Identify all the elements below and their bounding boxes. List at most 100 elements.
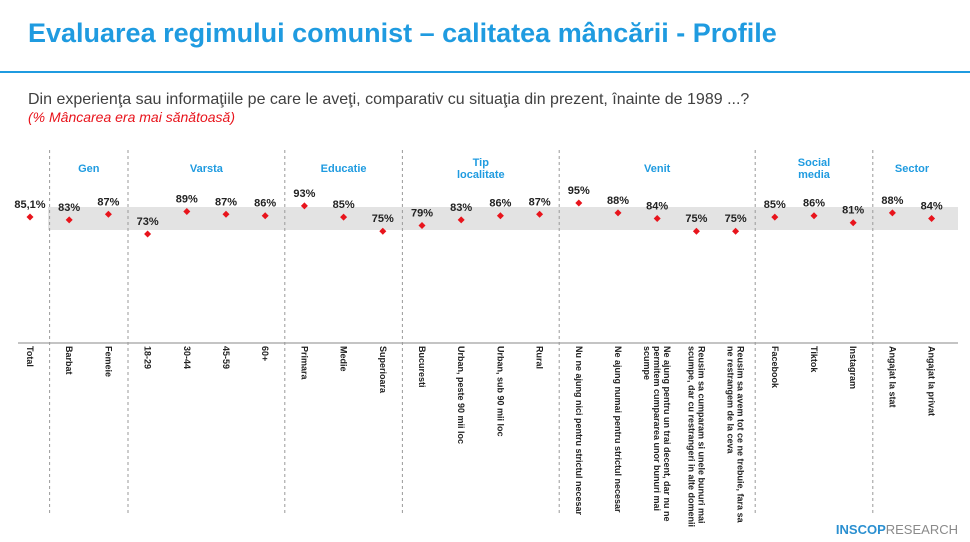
category-label-line: 45-59 [221,346,231,369]
note: (% Mâncarea era mai sănătoasă) [28,109,235,125]
group-label: Gen [78,163,100,175]
value-label: 86% [254,198,276,210]
category-label: Barbat [64,346,74,375]
value-label: 88% [607,195,629,207]
category-label: Urban, peste 90 mii loc [456,346,466,444]
category-label: Rural [535,346,545,369]
category-label-line: Facebook [770,346,780,389]
category-label-line: Instagram [848,346,858,389]
group-label-line: Venit [644,163,671,175]
category-label-line: Reusim sa avem tot ce ne trebuie, fara s… [736,346,746,524]
group-label-line: Gen [78,163,100,175]
value-label: 89% [176,193,198,205]
group-label-line: Educatie [321,163,367,175]
value-label: 86% [489,198,511,210]
dot [496,212,504,220]
category-label: 18-29 [143,346,153,369]
category-label-line: Urban, sub 90 mii loc [495,346,505,437]
group-label-line: Sector [895,163,930,175]
category-label: Superioara [378,346,388,394]
category-label: Femeie [103,346,113,377]
category-label: 60+ [260,346,270,361]
group-label: Sector [895,163,930,175]
value-label: 75% [372,213,394,225]
logo-rest: RESEARCH [886,522,958,537]
group-label: Social media [798,157,831,181]
category-label-line: Primara [299,346,309,381]
dot [771,213,779,221]
category-label: 30-44 [182,346,192,369]
category-label-line: Nu ne ajung nici pentru strictul necesar [574,346,584,516]
dot [810,212,818,220]
dot [692,227,700,235]
category-label: Instagram [848,346,858,389]
highlight-band [48,207,958,230]
category-label: Ne ajung pentru un trai decent, dar nu n… [642,346,672,522]
category-label-line: Medie [339,346,349,372]
category-label-line: scumpe [642,346,652,380]
group-label: Tip localitate [457,157,505,181]
category-label: Primara [299,346,309,381]
group-label-line: media [798,169,831,181]
category-label-line: Angajat la stat [887,346,897,408]
dot [457,216,465,224]
dot [575,199,583,207]
dot [183,207,191,215]
category-label-line: Ne ajung numai pentru strictul necesar [613,346,623,513]
group-label-line: Tip [473,157,490,169]
dot [300,202,308,210]
dot [418,222,426,230]
category-label: Ne ajung numai pentru strictul necesar [613,346,623,513]
category-label-line: Superioara [378,346,388,394]
value-label: 83% [58,202,80,214]
group-label: Venit [644,163,671,175]
dot [104,210,112,218]
category-label-line: 30-44 [182,346,192,369]
category-label-line: Bucuresti [417,346,427,388]
category-label-line: Urban, peste 90 mii loc [456,346,466,444]
category-label: Angajat la stat [887,346,897,408]
value-label: 84% [646,201,668,213]
value-label: 84% [921,201,943,213]
group-label-line: Varsta [190,163,224,175]
category-label-line: scumpe, dar cu restrangeri in alte domen… [686,346,696,527]
category-label-line: Reusim sa cumparam si unele bunuri mai [696,346,706,524]
dot [614,209,622,217]
dot [849,219,857,227]
value-label: 79% [411,208,433,220]
logo-bold: INSCOP [836,522,886,537]
category-label: Reusim sa cumparam si unele bunuri maisc… [686,346,706,527]
dot [379,227,387,235]
value-label: 93% [293,188,315,200]
dot [144,230,152,238]
category-label: Urban, sub 90 mii loc [495,346,505,437]
category-label: Total [25,346,35,367]
dot [536,210,544,218]
value-label: 85,1% [14,199,45,211]
category-label-line: Ne ajung pentru un trai decent, dar nu n… [662,346,672,522]
category-label-line: Barbat [64,346,74,375]
logo: INSCOPRESEARCH [836,522,958,537]
dot [222,210,230,218]
dot [653,215,661,223]
value-label: 81% [842,205,864,217]
group-label-line: localitate [457,169,505,181]
value-label: 73% [137,216,159,228]
dot [732,227,740,235]
value-label: 83% [450,202,472,214]
group-label-line: Social [798,157,830,169]
value-label: 75% [685,213,707,225]
value-label: 75% [725,213,747,225]
dot [340,213,348,221]
category-label-line: Angajat la privat [927,346,937,416]
category-label: Reusim sa avem tot ce ne trebuie, fara s… [726,346,746,524]
category-label-line: Rural [535,346,545,369]
dot [888,209,896,217]
category-label-line: Total [25,346,35,367]
category-label-line: ne restrangem de la ceva [726,346,736,455]
value-label: 95% [568,185,590,197]
group-label: Varsta [190,163,224,175]
category-label-line: Femeie [103,346,113,377]
